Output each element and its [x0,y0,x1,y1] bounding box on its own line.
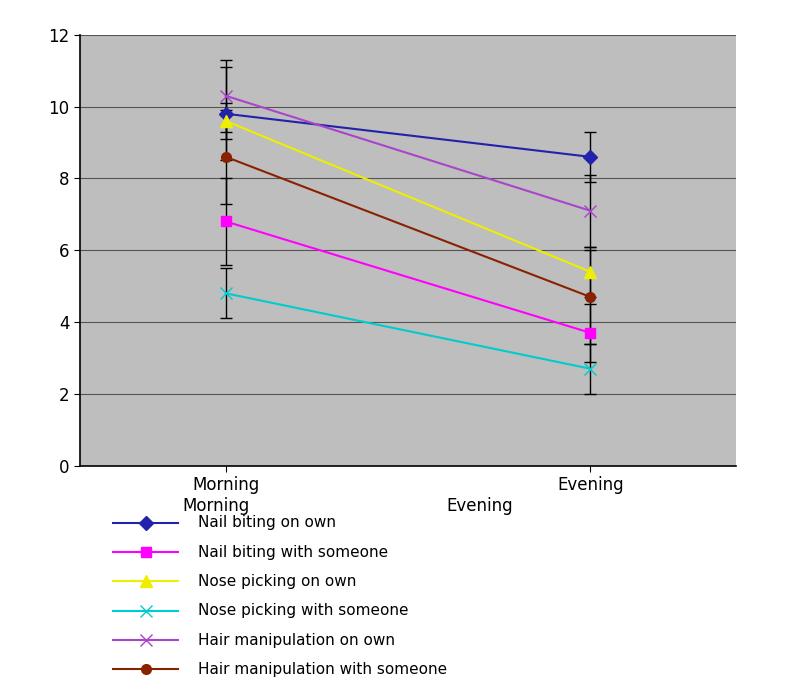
Text: Evening: Evening [446,497,514,515]
Line: Nail biting with someone: Nail biting with someone [221,217,595,338]
Nail biting on own [586,153,595,161]
Text: Nose picking with someone: Nose picking with someone [198,603,409,619]
Line: Nose picking on own: Nose picking on own [220,115,596,277]
Line: Hair manipulation on own: Hair manipulation on own [220,90,596,216]
Text: Hair manipulation on own: Hair manipulation on own [198,632,395,648]
Line: Nose picking with someone: Nose picking with someone [220,288,596,374]
Line: Nail biting on own: Nail biting on own [221,109,595,162]
Text: Hair manipulation with someone: Hair manipulation with someone [198,662,447,677]
Line: Hair manipulation with someone: Hair manipulation with someone [221,152,595,302]
Nail biting with someone [221,218,230,226]
Nail biting with someone [586,329,595,337]
Text: Nail biting on own: Nail biting on own [198,516,336,530]
Nose picking with someone [221,289,230,297]
Nose picking on own [586,268,595,276]
Nose picking with someone [586,364,595,373]
Hair manipulation with someone [221,153,230,161]
Text: Nose picking on own: Nose picking on own [198,574,357,589]
Text: Morning: Morning [182,497,250,515]
Nail biting on own [221,110,230,118]
Hair manipulation with someone [586,293,595,301]
Hair manipulation on own [221,92,230,100]
Text: Nail biting with someone: Nail biting with someone [198,545,388,559]
Nose picking on own [221,117,230,125]
Hair manipulation on own [586,206,595,215]
